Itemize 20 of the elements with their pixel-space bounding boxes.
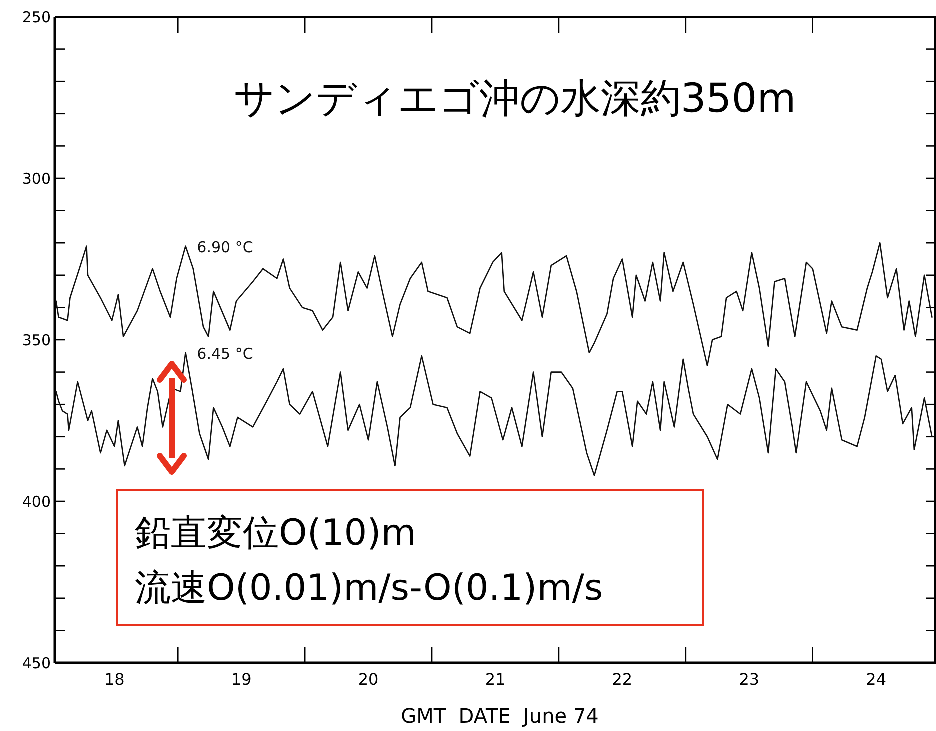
series-label: 6.90 °C: [197, 238, 254, 256]
y-tick-label: 250: [22, 8, 51, 26]
x-axis-title: GMT DATE June 74: [401, 704, 599, 728]
y-tick-label: 350: [22, 331, 51, 350]
series-label: 6.45 °C: [197, 344, 254, 363]
x-tick-label: 24: [866, 670, 887, 689]
annotation: 流速O(0.01)m/s-O(0.1)m/s: [135, 568, 604, 609]
x-tick-label: 21: [485, 670, 506, 689]
y-tick-label: 450: [22, 654, 51, 672]
line-series: [56, 242, 933, 366]
x-tick-label: 19: [231, 670, 252, 689]
y-tick-label: 300: [22, 170, 51, 188]
y-tick-label: 400: [22, 492, 51, 511]
text: サンディエゴ沖の水深約350m: [234, 76, 796, 122]
x-tick-label: 20: [358, 670, 379, 689]
x-tick-label: 23: [739, 670, 760, 689]
annotation: 鉛直変位O(10)m: [135, 513, 416, 554]
x-tick-label: 22: [612, 670, 633, 689]
note-box: 鉛直変位O(10)m 流速O(0.01)m/s-O(0.1)m/s: [116, 489, 704, 626]
x-tick-label: 18: [104, 670, 125, 689]
